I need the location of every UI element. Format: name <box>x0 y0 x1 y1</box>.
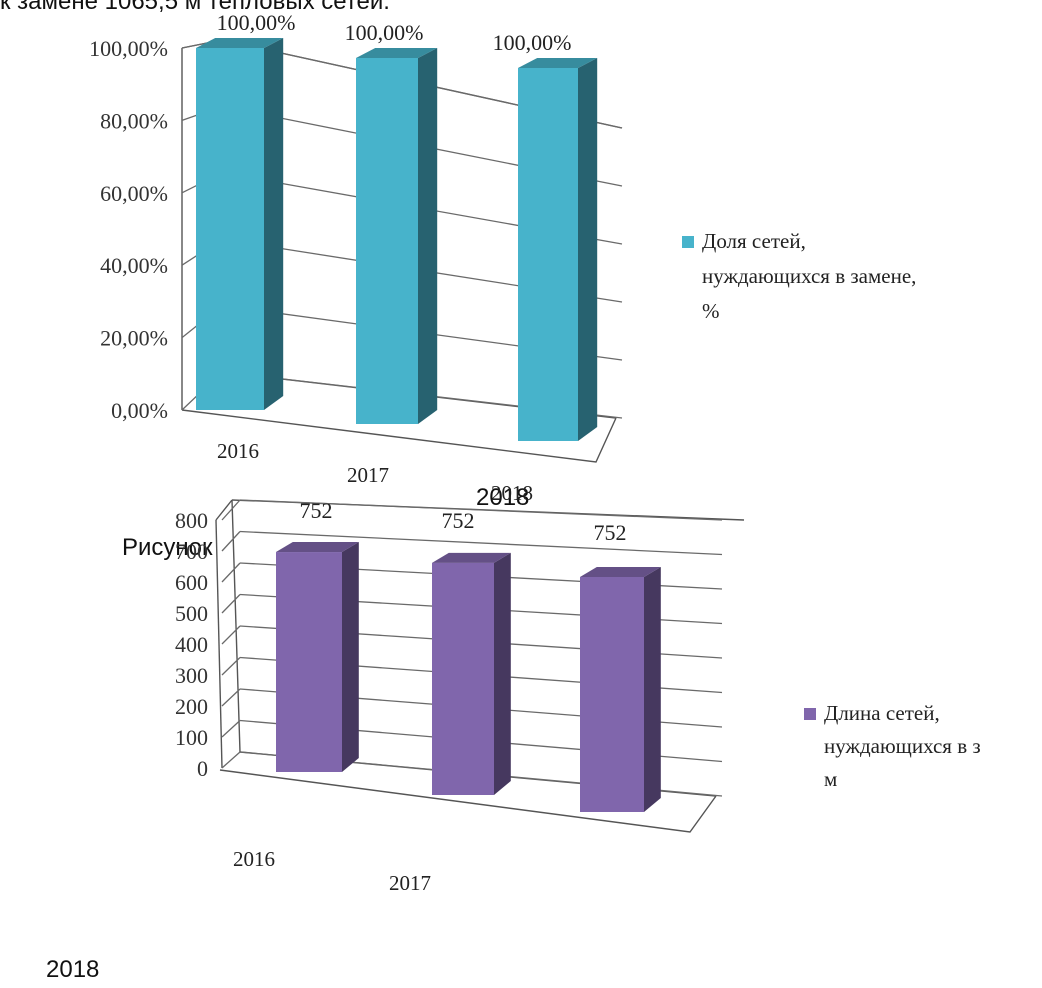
wall-top-edge <box>215 499 233 521</box>
y-tick-label: 0,00% <box>111 398 168 423</box>
category-label: 2016 <box>217 439 259 463</box>
footer-year-text: 2018 <box>46 956 100 983</box>
gridline-wall <box>221 751 241 769</box>
floor-front-edge <box>219 769 717 833</box>
bar-front <box>356 58 418 424</box>
gridline-wall <box>221 688 241 707</box>
chart-length-replacement: 0 100 200 300 400 500 600 700 800 752 752 752 2016 20… <box>175 498 981 895</box>
y-tick-label: 700 <box>175 539 208 564</box>
chart-share-replacement: 0,00% 20,00% 40,00% 60,00% 80,00% 100,00% 100,… <box>89 10 916 505</box>
bar-side <box>644 567 661 812</box>
data-label: 100,00% <box>217 10 296 35</box>
floor-front-edge <box>181 409 617 463</box>
y-tick-label: 200 <box>175 694 208 719</box>
legend-text: Доля сетей, <box>702 229 806 253</box>
y-tick-label: 800 <box>175 508 208 533</box>
bar-side <box>264 38 284 410</box>
y-tick-label: 300 <box>175 663 208 688</box>
bar-top <box>276 542 359 553</box>
bar-front <box>196 48 264 410</box>
y-tick-label: 100 <box>175 725 208 750</box>
y-axis-line <box>215 519 223 769</box>
gridline <box>239 530 723 556</box>
category-label: 2016 <box>233 847 275 871</box>
y-tick-label: 500 <box>175 601 208 626</box>
y-tick-label: 100,00% <box>89 36 168 61</box>
bar-top <box>580 567 661 577</box>
bar-front <box>518 68 578 441</box>
gridline <box>239 499 723 521</box>
data-label: 752 <box>594 520 627 545</box>
gridline-wall <box>221 499 241 521</box>
bar-side <box>578 58 598 441</box>
category-label: 2018 <box>491 481 533 505</box>
bar-top <box>518 58 598 68</box>
legend-text: нуждающихся в замене, <box>702 264 916 288</box>
bar <box>432 552 511 795</box>
bar <box>356 48 438 424</box>
legend-swatch <box>682 236 694 248</box>
legend-text: м <box>824 767 837 791</box>
back-wall-left-edge <box>231 499 241 753</box>
bar-front <box>276 552 342 772</box>
stray-year-text: 2018 <box>476 484 530 511</box>
gridline-wall <box>221 531 241 552</box>
y-tick-label: 20,00% <box>100 326 168 351</box>
category-label: 2017 <box>389 871 431 895</box>
bar <box>276 542 359 772</box>
bar <box>580 567 661 812</box>
y-tick-label: 60,00% <box>100 181 168 206</box>
bar-side <box>342 542 359 772</box>
bar-side <box>494 552 511 795</box>
data-label: 100,00% <box>345 20 424 45</box>
data-label: 752 <box>300 498 333 523</box>
bar <box>196 38 284 410</box>
data-label: 100,00% <box>493 30 572 55</box>
legend-text: % <box>702 299 720 323</box>
y-tick-label: 400 <box>175 632 208 657</box>
y-tick-label: 80,00% <box>100 108 168 133</box>
y-tick-label: 600 <box>175 570 208 595</box>
legend-swatch <box>804 708 816 720</box>
gridline-wall <box>221 594 241 614</box>
gridline-wall <box>221 562 241 583</box>
bar-top <box>356 48 438 58</box>
document-top-text: к замене 1065,5 м тепловых сетей. <box>0 0 390 15</box>
bar-top <box>432 552 511 563</box>
gridline-wall <box>221 625 241 645</box>
bar-top <box>196 38 284 48</box>
legend-text: Длина сетей, <box>824 701 940 725</box>
data-label: 752 <box>442 508 475 533</box>
legend-text: нуждающихся в з <box>824 734 981 758</box>
y-tick-label: 0 <box>197 756 208 781</box>
y-tick-label: 40,00% <box>100 253 168 278</box>
bar-front <box>432 562 494 795</box>
bar-side <box>418 48 438 424</box>
gridline-wall <box>221 657 241 676</box>
category-label: 2017 <box>347 463 389 487</box>
gridline-wall <box>221 720 241 738</box>
figure-caption: Рисунок <box>122 534 213 561</box>
bar-front <box>580 577 644 812</box>
bar <box>518 58 598 441</box>
